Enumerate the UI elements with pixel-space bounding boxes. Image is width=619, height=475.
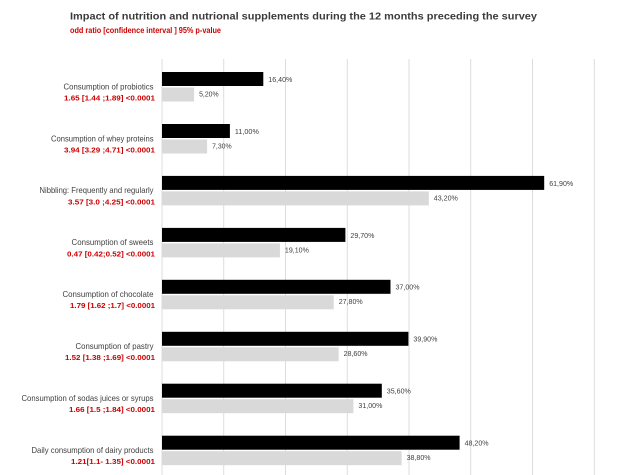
svg-text:27,80%: 27,80%	[339, 297, 363, 306]
svg-text:1.21[1.1- 1.35] <0.0001: 1.21[1.1- 1.35] <0.0001	[71, 457, 156, 466]
svg-text:1.52 [1.38 ;1.69] <0.0001: 1.52 [1.38 ;1.69] <0.0001	[65, 353, 156, 362]
svg-text:1.66 [1.5 ;1.84] <0.0001: 1.66 [1.5 ;1.84] <0.0001	[69, 405, 156, 414]
svg-text:37,00%: 37,00%	[396, 283, 420, 292]
svg-text:Consumption of sweets: Consumption of sweets	[72, 237, 154, 247]
svg-text:19,10%: 19,10%	[285, 245, 309, 254]
svg-text:Consumption of pastry: Consumption of pastry	[76, 341, 155, 351]
svg-text:29,70%: 29,70%	[350, 231, 374, 240]
svg-text:0.47 [0.42;0.52] <0.0001: 0.47 [0.42;0.52] <0.0001	[67, 249, 156, 258]
svg-text:5,20%: 5,20%	[199, 89, 219, 98]
svg-text:1.65 [1.44 ;1.89] <0.0001: 1.65 [1.44 ;1.89] <0.0001	[64, 93, 156, 102]
svg-text:Nibbling: Frequently and regul: Nibbling: Frequently and regularly	[40, 185, 155, 195]
svg-text:odd ratio [confidence interval: odd ratio [confidence interval ] 95% p-v…	[70, 25, 221, 35]
svg-text:11,00%: 11,00%	[235, 127, 259, 136]
svg-text:61,90%: 61,90%	[549, 179, 573, 188]
svg-text:16,40%: 16,40%	[268, 75, 292, 84]
svg-text:Consumption of probiotics: Consumption of probiotics	[64, 81, 154, 91]
svg-text:31,00%: 31,00%	[358, 401, 382, 410]
svg-text:28,60%: 28,60%	[344, 349, 368, 358]
svg-text:Consumption of chocolate: Consumption of chocolate	[63, 289, 154, 299]
svg-text:43,20%: 43,20%	[434, 193, 458, 202]
svg-text:3.57 [3.0 ;4.25] <0.0001: 3.57 [3.0 ;4.25] <0.0001	[68, 197, 156, 206]
svg-text:7,30%: 7,30%	[212, 141, 232, 150]
svg-text:Daily consumption of dairy pro: Daily consumption of dairy products	[32, 445, 154, 455]
svg-text:Consumption of whey proteins: Consumption of whey proteins	[51, 133, 154, 143]
svg-text:1.79 [1.62 ;1.7] <0.0001: 1.79 [1.62 ;1.7] <0.0001	[70, 301, 156, 310]
svg-text:35,60%: 35,60%	[387, 387, 411, 396]
svg-text:Consumption of sodas juices o: Consumption of sodas juices or syrups	[22, 393, 154, 403]
svg-text:Impact of nutrition and nutrio: Impact of nutrition and nutrional supple…	[70, 12, 538, 23]
svg-text:3.94 [3.29 ;4.71] <0.0001: 3.94 [3.29 ;4.71] <0.0001	[64, 145, 156, 154]
svg-text:39,90%: 39,90%	[413, 335, 437, 344]
svg-text:38,80%: 38,80%	[407, 453, 431, 462]
svg-text:48,20%: 48,20%	[465, 439, 489, 448]
